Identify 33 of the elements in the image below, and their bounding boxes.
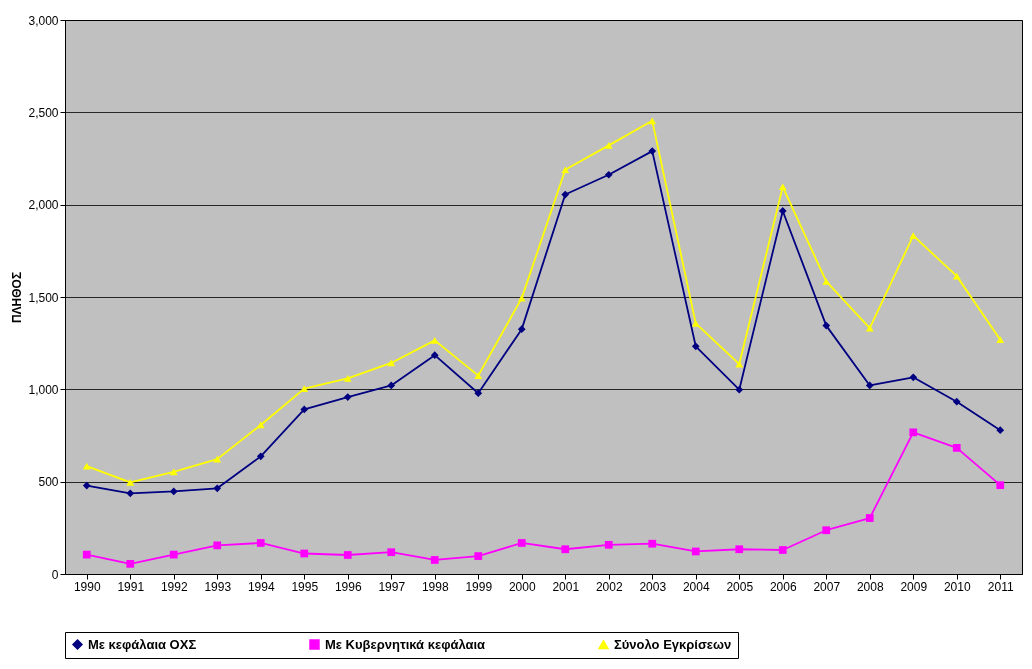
x-tick-label: 2011	[987, 579, 1014, 594]
legend-label: Με κεφάλαια ΟΧΣ	[88, 636, 197, 652]
x-tick-label: 2003	[639, 579, 667, 594]
x-tick-label: 2001	[552, 579, 580, 594]
x-tick-label: 1991	[117, 579, 145, 594]
y-tick-label: 2,500	[28, 105, 59, 120]
x-tick-label: 1995	[291, 579, 319, 594]
y-tick-label: 3,000	[28, 13, 59, 28]
x-tick-label: 2002	[595, 579, 623, 594]
x-tick-label: 2007	[813, 579, 841, 594]
x-tick-label: 2006	[769, 579, 797, 594]
y-axis-title: ΠΛΗΘΟΣ	[10, 271, 25, 324]
x-tick-label: 1994	[247, 579, 275, 594]
x-tick-label: 1992	[160, 579, 188, 594]
x-tick-label: 1996	[334, 579, 362, 594]
legend-label: Με Κυβερνητικά κεφάλαια	[325, 636, 486, 652]
x-tick-label: 1998	[421, 579, 449, 594]
x-tick-label: 2010	[943, 579, 971, 594]
y-tick-label: 0	[51, 567, 59, 582]
x-tick-label: 1999	[465, 579, 493, 594]
y-tick-label: 500	[38, 475, 59, 490]
x-tick-label: 2004	[682, 579, 710, 594]
x-tick-label: 2005	[726, 579, 754, 594]
x-tick-label: 2008	[856, 579, 884, 594]
x-tick-label: 1993	[204, 579, 232, 594]
x-tick-label: 2009	[900, 579, 928, 594]
y-tick-label: 1,000	[28, 382, 59, 397]
x-tick-label: 1990	[73, 579, 101, 594]
x-tick-label: 1997	[378, 579, 406, 594]
y-tick-label: 1,500	[28, 290, 59, 305]
legend-label: Σύνολο Εγκρίσεων	[614, 636, 732, 652]
x-tick-label: 2000	[508, 579, 536, 594]
y-tick-label: 2,000	[28, 198, 59, 213]
